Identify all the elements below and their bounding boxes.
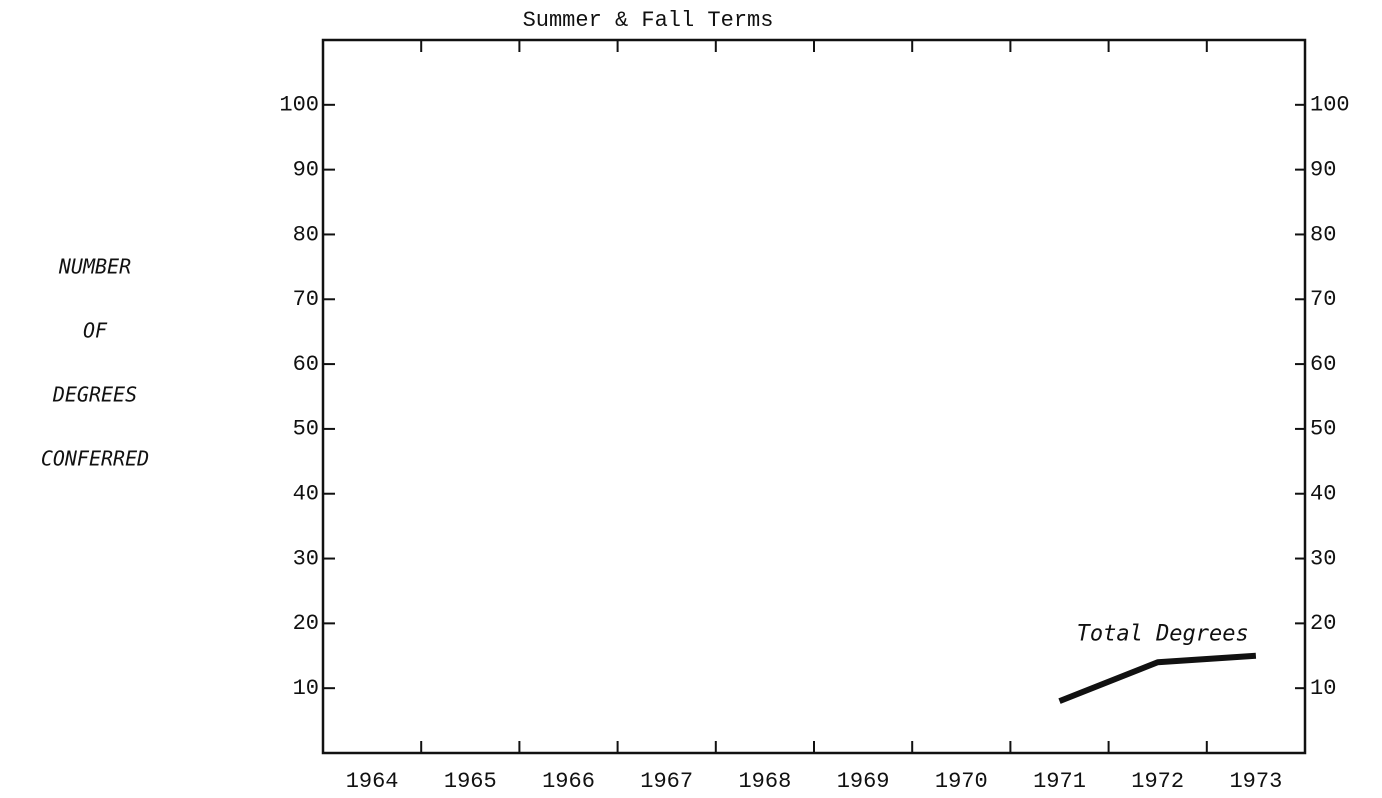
y-tick-label: 50 <box>293 417 319 442</box>
series-label: Total Degrees <box>1077 621 1249 646</box>
x-tick-label: 1968 <box>738 769 791 794</box>
y-tick-label: 40 <box>293 482 319 507</box>
data-line <box>1058 652 1257 704</box>
y-tick-label: 30 <box>293 546 319 571</box>
y2-tick-label: 90 <box>1310 157 1336 182</box>
y-tick-label: 80 <box>293 222 319 247</box>
x-tick-label: 1967 <box>640 769 693 794</box>
x-tick-label: 1964 <box>346 769 399 794</box>
chart-title: Summer & Fall Terms <box>523 8 774 33</box>
x-tick-label: 1972 <box>1131 769 1184 794</box>
y-tick-label: 70 <box>293 287 319 312</box>
y2-tick-label: 30 <box>1310 546 1336 571</box>
x-tick-label: 1965 <box>444 769 497 794</box>
y2-tick-label: 50 <box>1310 417 1336 442</box>
y2-tick-label: 10 <box>1310 676 1336 701</box>
y2-tick-label: 70 <box>1310 287 1336 312</box>
y-tick-label: 100 <box>279 93 319 118</box>
y-axis-label: DEGREES <box>52 383 137 407</box>
y2-tick-label: 60 <box>1310 352 1336 377</box>
y2-tick-label: 20 <box>1310 611 1336 636</box>
x-tick-label: 1969 <box>837 769 890 794</box>
y-axis-label: CONFERRED <box>41 447 149 471</box>
x-tick-label: 1966 <box>542 769 595 794</box>
y-axis-label: OF <box>83 319 108 343</box>
y-tick-label: 20 <box>293 611 319 636</box>
y-tick-label: 60 <box>293 352 319 377</box>
y-axis-label: NUMBER <box>58 255 131 279</box>
x-tick-label: 1971 <box>1033 769 1086 794</box>
y2-tick-label: 80 <box>1310 222 1336 247</box>
y2-tick-label: 100 <box>1310 93 1350 118</box>
x-tick-label: 1970 <box>935 769 988 794</box>
y-tick-label: 90 <box>293 157 319 182</box>
y-tick-label: 10 <box>293 676 319 701</box>
y2-tick-label: 40 <box>1310 482 1336 507</box>
x-tick-label: 1973 <box>1229 769 1282 794</box>
